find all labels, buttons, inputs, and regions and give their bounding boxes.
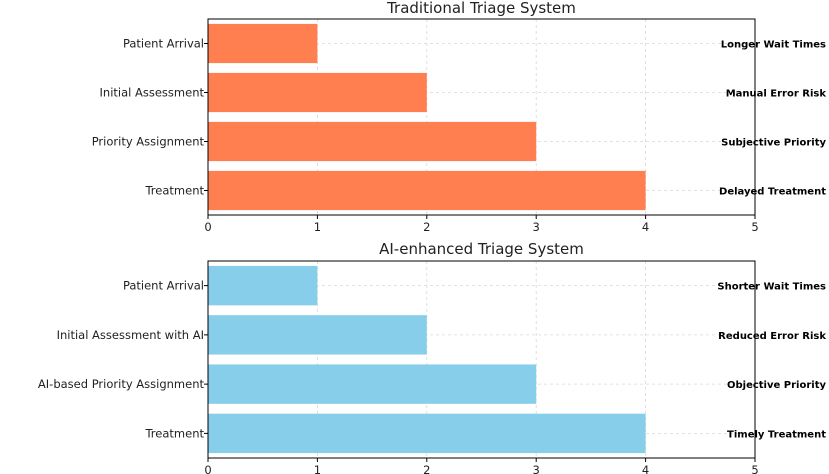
bar-priority-assignment (208, 121, 537, 162)
annotation-label: Reduced Error Risk (718, 331, 826, 342)
traditional-triage-panel: Patient Arrival Initial Assessment Priorit… (92, 0, 827, 234)
annotation-label: Timely Treatment (727, 429, 826, 440)
category-label: Patient Arrival (123, 279, 204, 293)
bar-ai-based-priority-assignment (208, 364, 537, 404)
x-tick-label: 3 (533, 463, 540, 474)
annotation-label: Delayed Treatment (719, 187, 826, 198)
x-tick-label: 3 (533, 220, 540, 234)
bar-patient-arrival (208, 265, 318, 306)
category-label: Patient Arrival (123, 37, 204, 51)
category-label: Initial Assessment with AI (57, 328, 204, 342)
annotation-label: Longer Wait Times (721, 40, 826, 51)
x-tick-label: 2 (423, 220, 430, 234)
category-label: AI-based Priority Assignment (38, 377, 205, 391)
ai-triage-panel: Patient Arrival Initial Assessment with A… (38, 240, 827, 474)
category-label: Initial Assessment (100, 86, 205, 100)
x-tick-label: 4 (642, 220, 649, 234)
bar-initial-assessment-with-ai (208, 315, 427, 355)
x-tick-label: 0 (204, 220, 211, 234)
chart-title: AI-enhanced Triage System (379, 240, 584, 258)
category-label: Treatment (144, 184, 204, 198)
bar-treatment (208, 170, 646, 211)
x-tick-label: 5 (751, 463, 758, 474)
category-label: Treatment (144, 426, 204, 440)
x-tick-label: 2 (423, 463, 430, 474)
x-tick-label: 5 (751, 220, 758, 234)
bar-patient-arrival (208, 23, 318, 64)
x-tick-label: 4 (642, 463, 649, 474)
x-tick-label: 1 (314, 220, 321, 234)
annotation-label: Subjective Priority (721, 138, 826, 149)
plot-frame (207, 260, 756, 459)
bar-initial-assessment (208, 72, 427, 113)
bar-treatment (208, 413, 646, 454)
plot-frame (207, 18, 756, 216)
category-label: Priority Assignment (92, 135, 205, 149)
annotation-label: Shorter Wait Times (717, 282, 826, 293)
x-tick-label: 1 (314, 463, 321, 474)
annotation-label: Manual Error Risk (726, 89, 827, 100)
x-tick-label: 0 (204, 463, 211, 474)
chart-title: Traditional Triage System (386, 0, 576, 17)
annotation-label: Objective Priority (727, 380, 826, 391)
